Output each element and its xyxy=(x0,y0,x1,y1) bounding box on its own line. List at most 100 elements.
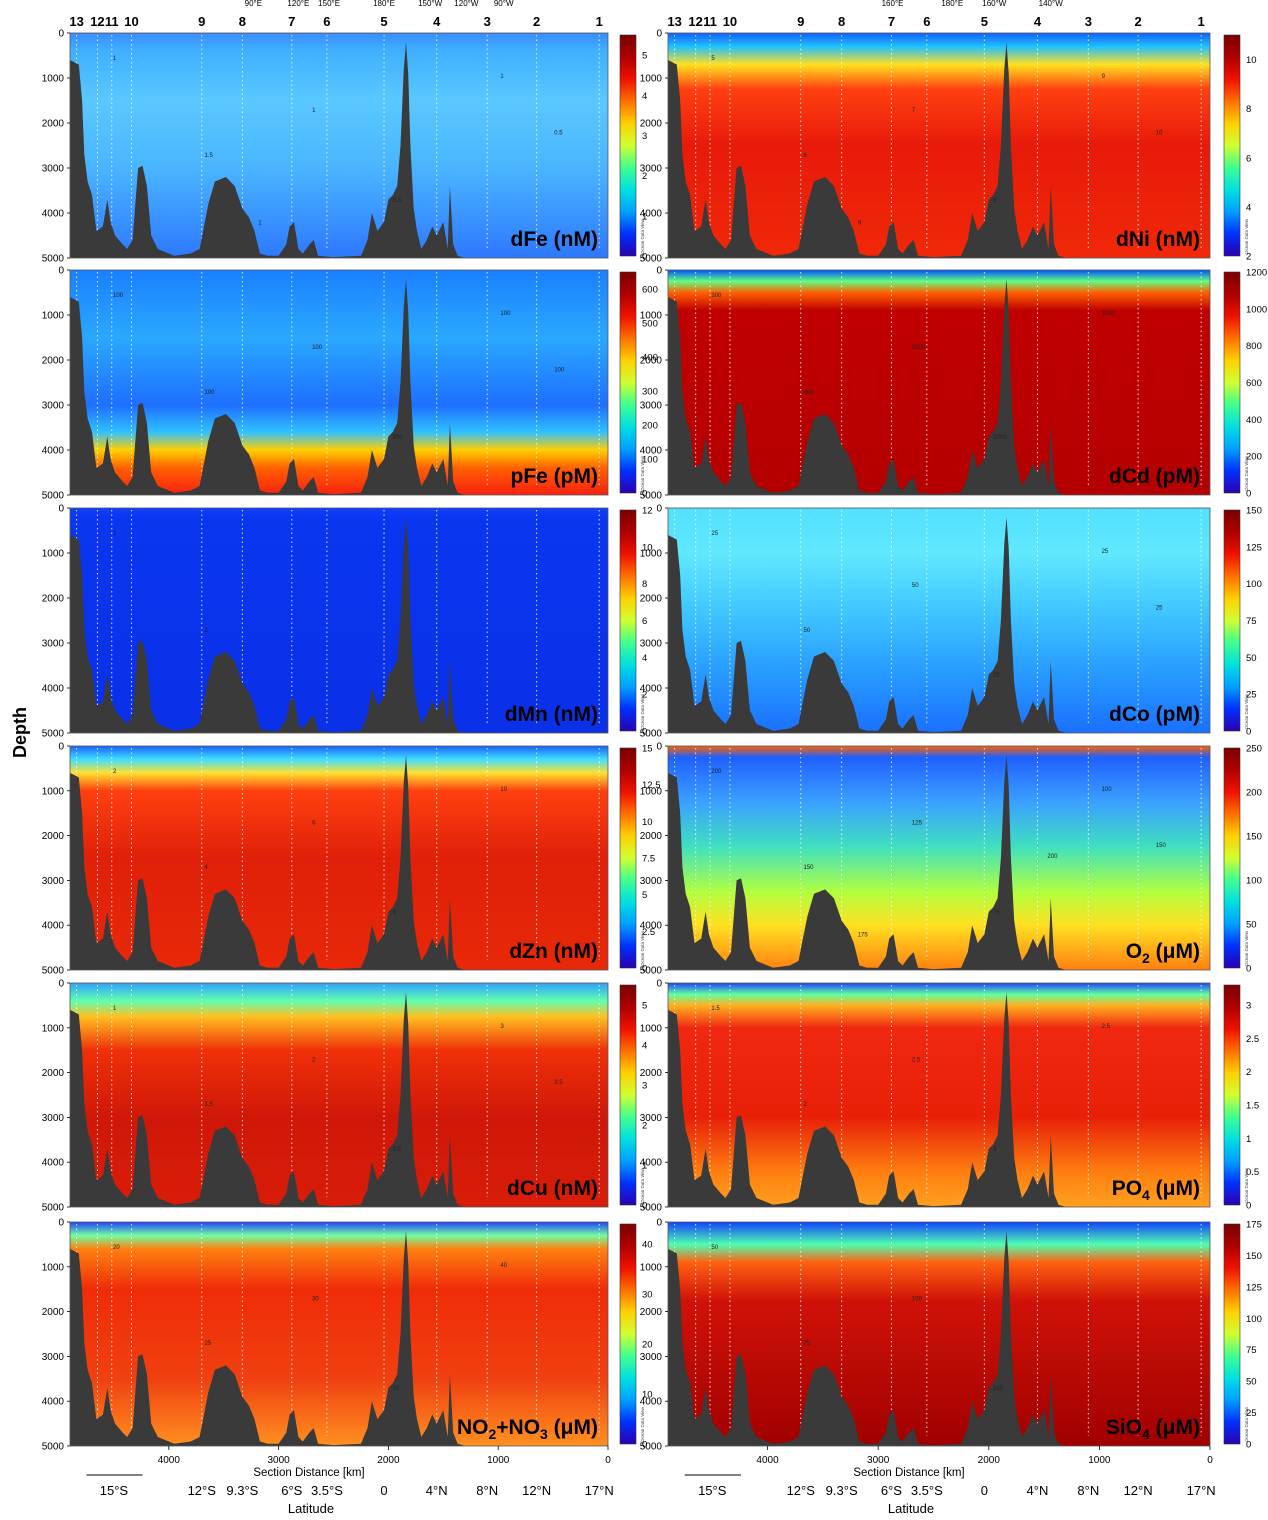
title-text: +NO xyxy=(496,1416,540,1439)
contour-label: 1000 xyxy=(993,435,1007,441)
panel-title: dMn (nM) xyxy=(505,703,598,726)
panel-title: O2 (μM) xyxy=(1126,940,1200,966)
depth-tick-label: 2000 xyxy=(42,119,65,130)
latitude-label: 12°N xyxy=(522,1483,551,1498)
colorbar-tick-label: 600 xyxy=(1246,378,1262,389)
colorbar-tag: Ocean Data View xyxy=(1244,218,1249,254)
title-text: SiO xyxy=(1106,1416,1142,1439)
station-number: 9 xyxy=(198,14,205,29)
depth-tick-label: 1000 xyxy=(42,311,65,322)
title-text: (nM) xyxy=(1150,228,1200,251)
field-background xyxy=(70,983,608,1207)
panel-title: dCo (pM) xyxy=(1109,703,1200,726)
colorbar-tick-label: 300 xyxy=(642,387,658,398)
field-background xyxy=(668,746,1210,970)
colorbar-tick-label: 400 xyxy=(1246,415,1262,426)
colorbar xyxy=(1223,1223,1241,1445)
colorbar-tick-label: 2 xyxy=(1246,1067,1251,1078)
depth-tick-label: 3000 xyxy=(640,876,663,887)
depth-tick-label: 4000 xyxy=(640,1158,663,1169)
field-background xyxy=(70,1222,608,1446)
depth-tick-label: 0 xyxy=(58,1218,64,1229)
contour-label: 2.5 xyxy=(393,1147,402,1153)
station-number: 6 xyxy=(923,14,930,29)
contour-label: 3 xyxy=(500,1024,504,1030)
depth-tick-label: 3000 xyxy=(42,876,65,887)
depth-tick-label: 2000 xyxy=(42,1307,65,1318)
depth-tick-label: 0 xyxy=(58,266,64,277)
contour-label: 50 xyxy=(711,1245,718,1251)
colorbar-tick-label: 20 xyxy=(642,1340,653,1351)
distance-tick-label: 4000 xyxy=(158,1455,181,1466)
title-text: NO xyxy=(457,1416,489,1439)
station-number: 2 xyxy=(1134,14,1141,29)
depth-tick-label: 1000 xyxy=(640,549,663,560)
latitude-label: 3.5°S xyxy=(311,1483,343,1498)
station-number: 12 xyxy=(688,14,702,29)
station-number: 8 xyxy=(838,14,845,29)
panel-dzn: 2 4 6 8 10 0 1000 2000 3000 4000 5000 dZn (nM) 0 2.5 5… xyxy=(42,742,661,977)
colorbar xyxy=(1223,984,1241,1206)
colorbar xyxy=(1223,747,1241,969)
seafloor-bathymetry xyxy=(70,42,466,258)
depth-tick-label: 3000 xyxy=(640,1352,663,1363)
longitude-label: 120°W xyxy=(454,0,479,8)
colorbar-tick-label: 200 xyxy=(1246,788,1262,799)
contour-label: 4 xyxy=(205,865,209,871)
longitude-label: 180°E xyxy=(941,0,963,8)
contour-label: 100 xyxy=(1102,787,1113,793)
colorbar-tick-label: 25 xyxy=(1246,690,1257,701)
depth-tick-label: 2000 xyxy=(640,594,663,605)
contour-label: 200 xyxy=(1047,854,1058,860)
colorbar-tick-label: 3 xyxy=(642,131,647,142)
colorbar-tick-label: 0 xyxy=(1246,964,1251,975)
contour-label: 3.5 xyxy=(554,1080,563,1086)
station-number: 4 xyxy=(433,14,441,29)
station-number: 11 xyxy=(703,14,717,29)
colorbar-tick-label: 250 xyxy=(1246,744,1262,755)
station-number: 13 xyxy=(69,14,83,29)
title-subscript: 4 xyxy=(1142,1187,1150,1203)
colorbar xyxy=(619,747,637,969)
title-subscript: 2 xyxy=(488,1426,496,1442)
station-number: 5 xyxy=(380,14,387,29)
station-number: 2 xyxy=(533,14,540,29)
contour-label: 5 xyxy=(711,56,715,62)
station-number: 3 xyxy=(484,14,491,29)
seafloor-bathymetry xyxy=(70,1231,466,1446)
contour-label: 7 xyxy=(912,108,916,114)
title-text: dZn xyxy=(509,940,547,963)
distance-tick-label: 2000 xyxy=(978,1455,1001,1466)
station-number: 7 xyxy=(888,14,895,29)
title-text: (pM) xyxy=(1150,465,1200,488)
depth-tick-label: 4000 xyxy=(640,1397,663,1408)
contour-label: 50 xyxy=(804,628,811,634)
contour-label: 25 xyxy=(1156,605,1163,611)
colorbar-tick-label: 40 xyxy=(642,1240,653,1251)
seafloor-bathymetry xyxy=(70,992,466,1207)
colorbar-tick-label: 8 xyxy=(642,579,647,590)
depth-tick-label: 1000 xyxy=(42,1262,65,1273)
title-text: (nM) xyxy=(548,228,598,251)
contour-label: 100 xyxy=(554,367,565,373)
latitude-label: 3.5°S xyxy=(911,1483,943,1498)
title-subscript: 3 xyxy=(540,1426,548,1442)
title-text: (μM) xyxy=(1150,1177,1200,1200)
field-background xyxy=(668,508,1210,733)
colorbar-tick-label: 10 xyxy=(642,1390,653,1401)
depth-tick-label: 4000 xyxy=(640,209,663,220)
colorbar-tag: Ocean Data View xyxy=(640,1167,645,1203)
contour-label: 100 xyxy=(500,311,511,317)
panel-dmn: 2 2 0 1000 2000 3000 4000 5000 dMn (nM) 0 2 4 6 8 10 12… xyxy=(42,504,653,740)
x-axis-title: Section Distance [km] xyxy=(253,1467,364,1479)
contour-label: 200 xyxy=(711,769,722,775)
colorbar-tick-label: 25 xyxy=(1246,1408,1257,1419)
depth-tick-label: 5000 xyxy=(42,1203,65,1214)
title-text: dMn xyxy=(505,703,548,726)
contour-label: 0.5 xyxy=(393,198,402,204)
station-header: 13 12 11 10 9 8 7 6 5 4 3 2 1 13 12 11 10 9 8 7 6 5 4 3 2 190°E 12… xyxy=(69,0,1204,29)
panel-title: NO2+NO3 (μM) xyxy=(457,1416,598,1442)
contour-label: 30 xyxy=(312,1296,319,1302)
title-text: (pM) xyxy=(548,465,598,488)
